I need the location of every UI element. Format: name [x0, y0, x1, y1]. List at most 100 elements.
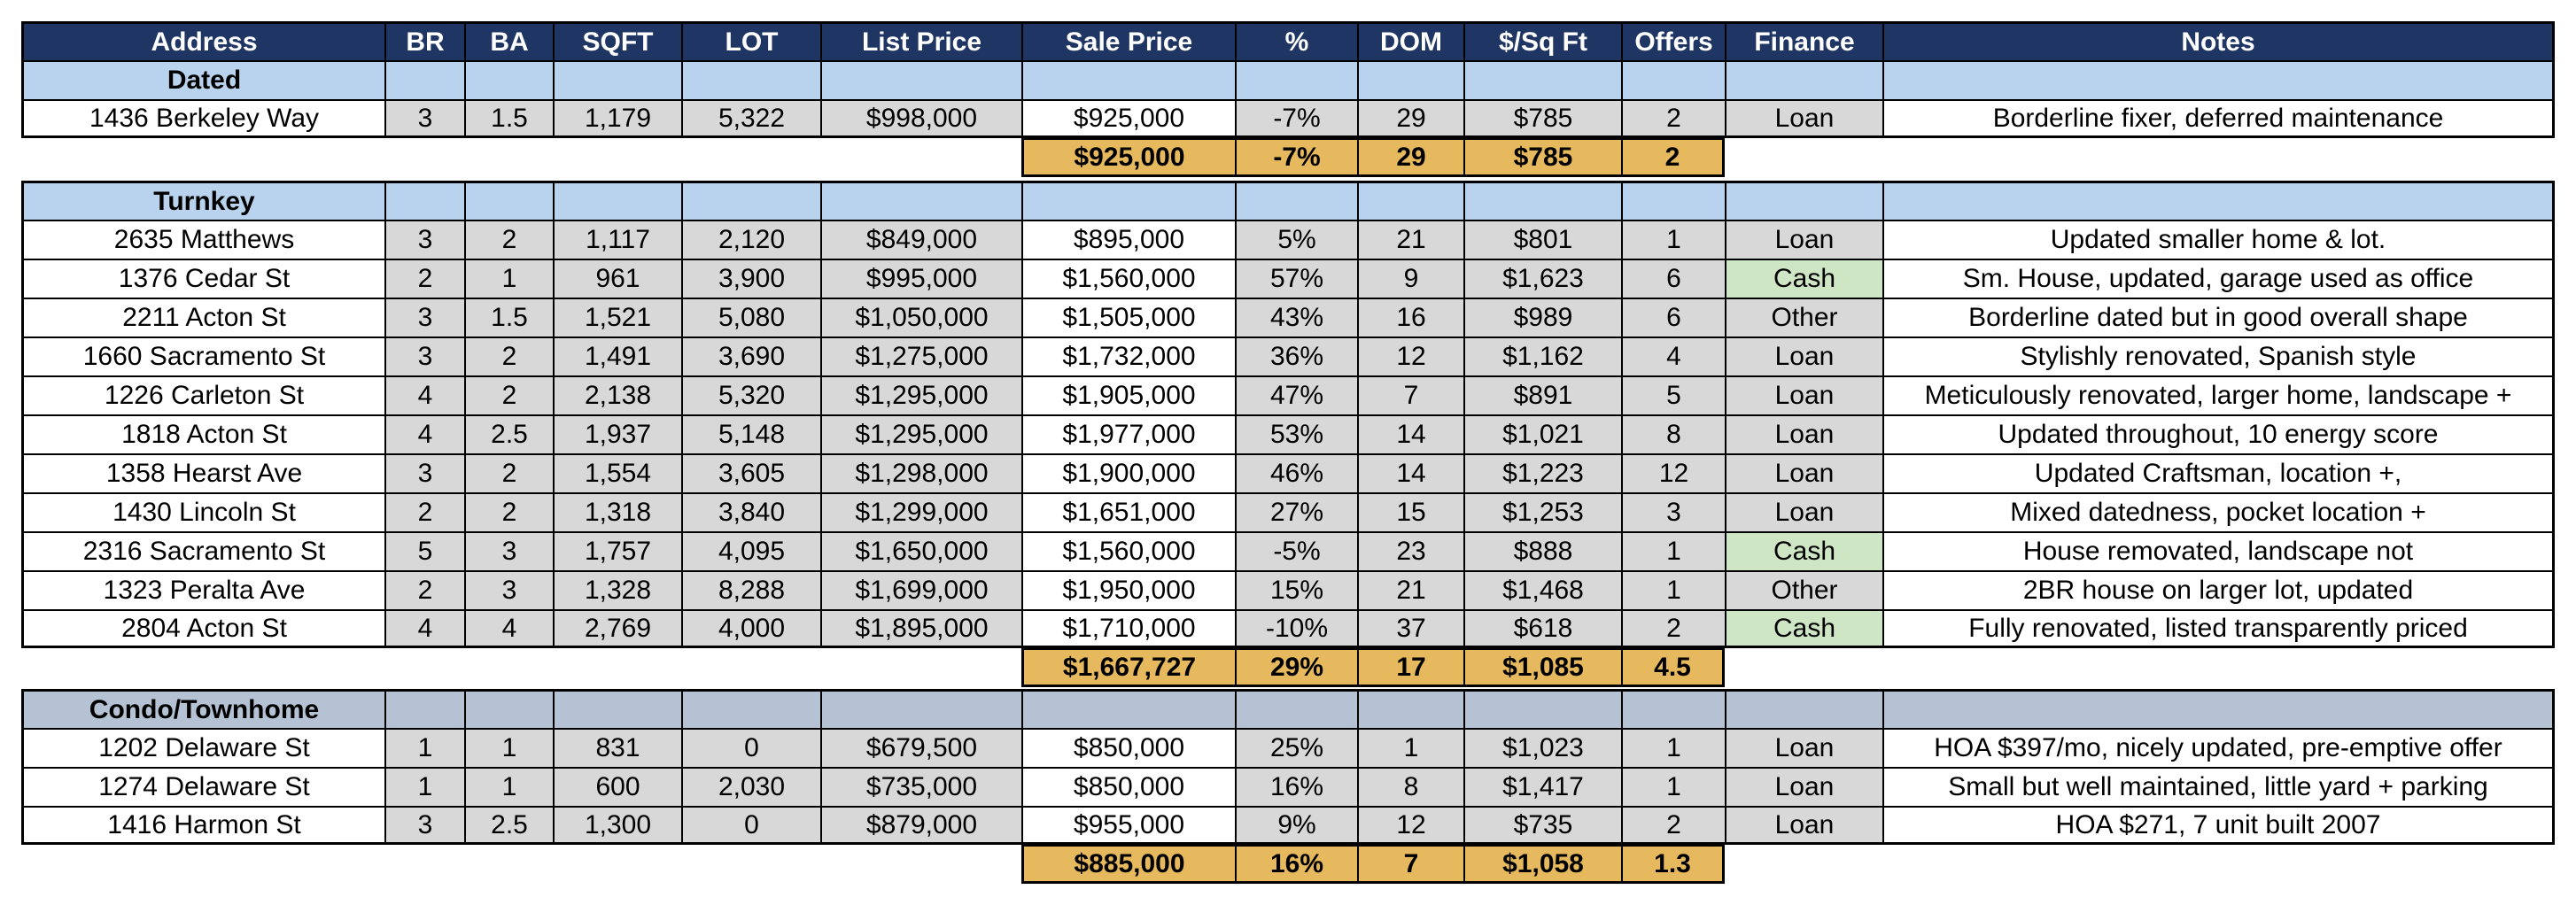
cell-list-price: $995,000 [820, 259, 1021, 298]
cell-notes: Borderline fixer, deferred maintenance [1882, 99, 2555, 138]
cell-dom: 1 [1357, 728, 1463, 767]
cell-list-price: $1,298,000 [820, 453, 1021, 492]
cell-finance: Loan [1725, 767, 1882, 806]
cell-price-per-sqft: $891 [1463, 375, 1621, 414]
cell-price-per-sqft: $618 [1463, 609, 1621, 648]
cell-offers: 8 [1621, 414, 1725, 453]
cell-dom: 16 [1357, 298, 1463, 336]
summary-sale-price: $925,000 [1021, 138, 1235, 177]
cell-offers: 1 [1621, 220, 1725, 259]
cell-pct: 25% [1235, 728, 1357, 767]
cell-lot: 5,148 [681, 414, 820, 453]
cell-offers: 2 [1621, 99, 1725, 138]
cell-pct: 46% [1235, 453, 1357, 492]
cell-finance: Loan [1725, 220, 1882, 259]
cell-sqft: 1,117 [553, 220, 681, 259]
section-header-cell [1021, 689, 1235, 728]
cell-finance: Loan [1725, 414, 1882, 453]
cell-pct: 43% [1235, 298, 1357, 336]
section-title: Turnkey [21, 181, 384, 220]
section-header-cell [1235, 60, 1357, 99]
cell-dom: 9 [1357, 259, 1463, 298]
cell-price-per-sqft: $1,021 [1463, 414, 1621, 453]
cell-list-price: $849,000 [820, 220, 1021, 259]
cell-ba: 1.5 [464, 99, 553, 138]
cell-lot: 2,030 [681, 767, 820, 806]
cell-offers: 3 [1621, 492, 1725, 531]
cell-finance: Loan [1725, 336, 1882, 375]
cell-address: 1274 Delaware St [21, 767, 384, 806]
cell-address: 2635 Matthews [21, 220, 384, 259]
section-header-cell [1463, 60, 1621, 99]
cell-list-price: $1,295,000 [820, 375, 1021, 414]
cell-notes: 2BR house on larger lot, updated [1882, 570, 2555, 609]
section-header-cell [1621, 689, 1725, 728]
cell-sqft: 1,554 [553, 453, 681, 492]
cell-ba: 2 [464, 375, 553, 414]
cell-dom: 14 [1357, 453, 1463, 492]
cell-price-per-sqft: $1,468 [1463, 570, 1621, 609]
section-header-cell [464, 181, 553, 220]
cell-notes: Updated throughout, 10 energy score [1882, 414, 2555, 453]
summary-pct: -7% [1235, 138, 1357, 177]
cell-lot: 5,322 [681, 99, 820, 138]
section-header-cell [1357, 689, 1463, 728]
section-header-cell [553, 689, 681, 728]
col-header-sale-price: Sale Price [1021, 21, 1235, 60]
cell-ba: 3 [464, 531, 553, 570]
cell-lot: 3,690 [681, 336, 820, 375]
cell-sqft: 1,318 [553, 492, 681, 531]
section-header-cell [1463, 689, 1621, 728]
cell-sale-price: $955,000 [1021, 806, 1235, 845]
cell-sqft: 1,179 [553, 99, 681, 138]
cell-finance: Loan [1725, 492, 1882, 531]
cell-price-per-sqft: $1,623 [1463, 259, 1621, 298]
cell-offers: 2 [1621, 609, 1725, 648]
col-header-br: BR [384, 21, 464, 60]
cell-sale-price: $1,560,000 [1021, 259, 1235, 298]
section-header-cell [1235, 689, 1357, 728]
cell-list-price: $1,699,000 [820, 570, 1021, 609]
cell-sale-price: $1,950,000 [1021, 570, 1235, 609]
cell-pct: 15% [1235, 570, 1357, 609]
section-header-cell [464, 689, 553, 728]
summary-price-per-sqft: $1,058 [1463, 845, 1621, 884]
cell-br: 3 [384, 453, 464, 492]
section-title: Condo/Townhome [21, 689, 384, 728]
cell-ba: 1 [464, 767, 553, 806]
cell-address: 1416 Harmon St [21, 806, 384, 845]
cell-br: 1 [384, 728, 464, 767]
section-header-cell [1725, 689, 1882, 728]
cell-pct: -5% [1235, 531, 1357, 570]
cell-finance: Other [1725, 570, 1882, 609]
cell-dom: 12 [1357, 806, 1463, 845]
section-header-cell [1235, 181, 1357, 220]
cell-ba: 1 [464, 259, 553, 298]
summary-offers: 4.5 [1621, 648, 1725, 687]
cell-sale-price: $1,560,000 [1021, 531, 1235, 570]
cell-br: 3 [384, 220, 464, 259]
section-header-cell [1882, 689, 2555, 728]
section-header-cell [1725, 60, 1882, 99]
cell-finance: Other [1725, 298, 1882, 336]
cell-lot: 5,320 [681, 375, 820, 414]
cell-notes: House removated, landscape not [1882, 531, 2555, 570]
section-header-cell [681, 60, 820, 99]
summary-price-per-sqft: $785 [1463, 138, 1621, 177]
cell-list-price: $1,295,000 [820, 414, 1021, 453]
cell-list-price: $1,650,000 [820, 531, 1021, 570]
cell-sqft: 2,769 [553, 609, 681, 648]
cell-price-per-sqft: $801 [1463, 220, 1621, 259]
cell-dom: 29 [1357, 99, 1463, 138]
cell-price-per-sqft: $785 [1463, 99, 1621, 138]
cell-offers: 1 [1621, 531, 1725, 570]
cell-price-per-sqft: $1,223 [1463, 453, 1621, 492]
col-header-address: Address [21, 21, 384, 60]
summary-offers: 2 [1621, 138, 1725, 177]
section-header-cell [820, 60, 1021, 99]
cell-notes: HOA $397/mo, nicely updated, pre-emptive… [1882, 728, 2555, 767]
section-header-cell [1725, 181, 1882, 220]
section-header-cell [1621, 181, 1725, 220]
section-header-cell [1621, 60, 1725, 99]
cell-br: 5 [384, 531, 464, 570]
